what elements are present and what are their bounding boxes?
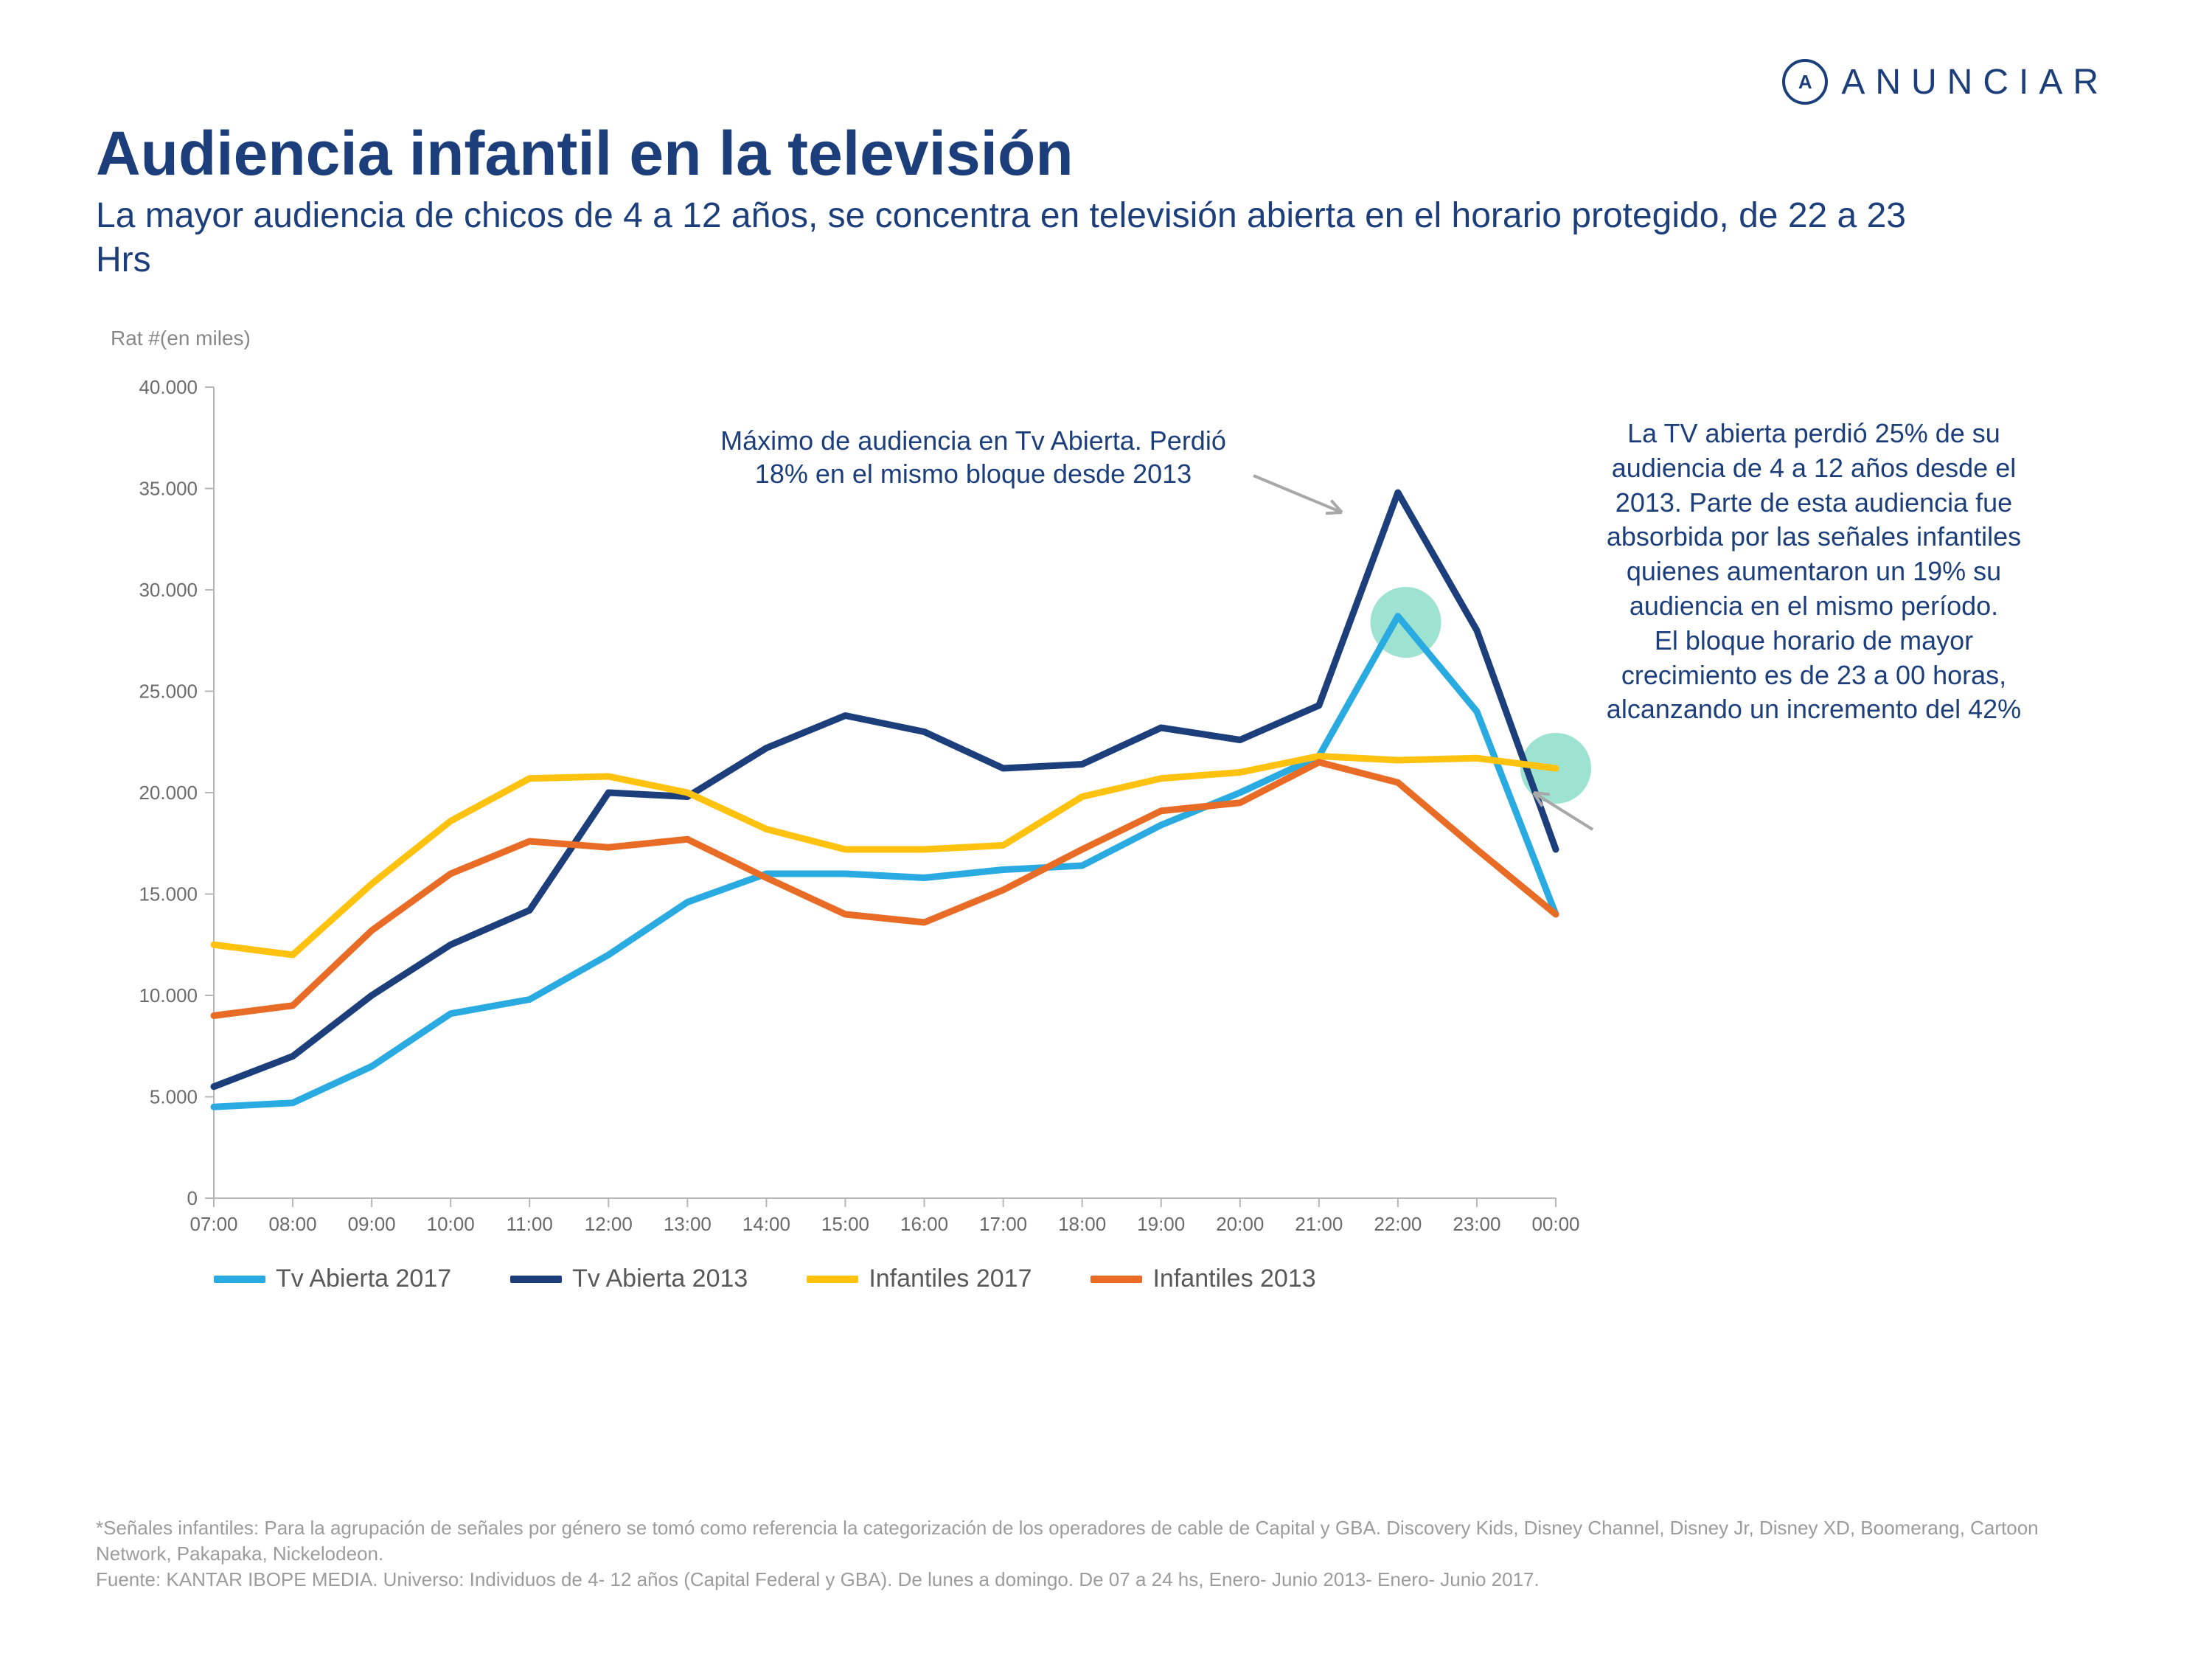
- svg-text:16:00: 16:00: [900, 1213, 948, 1235]
- legend-label: Tv Abierta 2013: [572, 1265, 748, 1293]
- svg-text:13:00: 13:00: [664, 1213, 712, 1235]
- svg-text:0: 0: [187, 1187, 198, 1209]
- legend-item: Tv Abierta 2017: [214, 1265, 451, 1293]
- svg-text:5.000: 5.000: [150, 1086, 198, 1108]
- svg-text:40.000: 40.000: [139, 376, 198, 398]
- svg-text:20.000: 20.000: [139, 782, 198, 804]
- svg-text:30.000: 30.000: [139, 579, 198, 601]
- svg-text:17:00: 17:00: [979, 1213, 1027, 1235]
- chart-y-axis-label: Rat #(en miles): [111, 327, 2116, 350]
- svg-text:00:00: 00:00: [1531, 1213, 1579, 1235]
- legend-item: Tv Abierta 2013: [510, 1265, 748, 1293]
- footnote-2: Fuente: KANTAR IBOPE MEDIA. Universo: In…: [96, 1567, 2116, 1593]
- svg-text:18:00: 18:00: [1058, 1213, 1106, 1235]
- svg-text:15.000: 15.000: [139, 883, 198, 905]
- svg-text:09:00: 09:00: [348, 1213, 396, 1235]
- svg-text:07:00: 07:00: [189, 1213, 237, 1235]
- legend-swatch: [214, 1276, 265, 1283]
- legend-label: Infantiles 2017: [869, 1265, 1032, 1293]
- svg-text:11:00: 11:00: [507, 1213, 553, 1235]
- svg-text:10:00: 10:00: [427, 1213, 475, 1235]
- svg-text:20:00: 20:00: [1216, 1213, 1264, 1235]
- svg-text:10.000: 10.000: [139, 984, 198, 1006]
- page-title: Audiencia infantil en la televisión: [96, 118, 2116, 189]
- legend-item: Infantiles 2017: [807, 1265, 1032, 1293]
- svg-text:15:00: 15:00: [821, 1213, 869, 1235]
- legend-swatch: [1091, 1276, 1142, 1283]
- page-subtitle: La mayor audiencia de chicos de 4 a 12 a…: [96, 194, 1939, 282]
- svg-text:21:00: 21:00: [1295, 1213, 1343, 1235]
- svg-text:14:00: 14:00: [742, 1213, 790, 1235]
- svg-text:08:00: 08:00: [269, 1213, 317, 1235]
- footnote-1: *Señales infantiles: Para la agrupación …: [96, 1515, 2116, 1567]
- legend-swatch: [807, 1276, 858, 1283]
- brand-logo: A ANUNCIAR: [1782, 59, 2109, 105]
- svg-text:22:00: 22:00: [1374, 1213, 1422, 1235]
- chart-legend: Tv Abierta 2017 Tv Abierta 2013 Infantiles…: [214, 1265, 2116, 1293]
- legend-label: Tv Abierta 2017: [276, 1265, 451, 1293]
- svg-text:25.000: 25.000: [139, 681, 198, 703]
- line-chart: 0 5.000 10.000 15.000 20.000 25.000 30.000 35.0…: [96, 372, 2116, 1257]
- legend-label: Infantiles 2013: [1152, 1265, 1315, 1293]
- footnotes: *Señales infantiles: Para la agrupación …: [96, 1515, 2116, 1593]
- svg-text:12:00: 12:00: [585, 1213, 633, 1235]
- logo-circle-icon: A: [1782, 59, 1828, 105]
- chart-side-note: La TV abierta perdió 25% de su audiencia…: [1585, 417, 2042, 727]
- legend-swatch: [510, 1276, 562, 1283]
- svg-text:23:00: 23:00: [1453, 1213, 1500, 1235]
- logo-text: ANUNCIAR: [1841, 62, 2109, 102]
- svg-text:35.000: 35.000: [139, 478, 198, 500]
- chart-annotation-peak: Máximo de audiencia en Tv Abierta. Perdi…: [708, 424, 1239, 490]
- legend-item: Infantiles 2013: [1091, 1265, 1315, 1293]
- svg-text:19:00: 19:00: [1137, 1213, 1185, 1235]
